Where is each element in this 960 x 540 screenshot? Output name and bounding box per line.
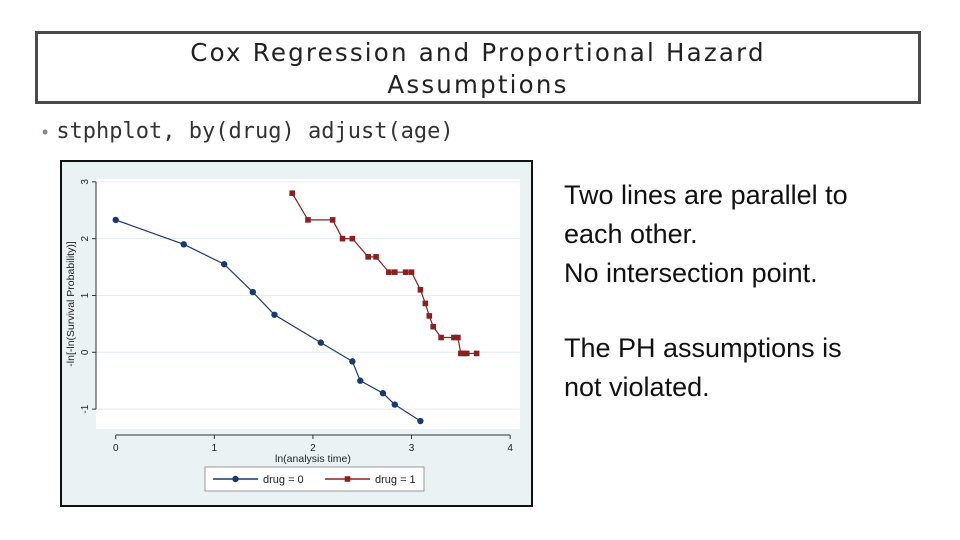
series-1-point xyxy=(373,254,379,260)
series-1-point xyxy=(438,334,444,341)
series-0-point xyxy=(379,390,387,397)
conclusion-line-2: not violated. xyxy=(564,372,710,402)
command-text: stphplot, by(drug) adjust(age) xyxy=(56,119,454,144)
series-0-point xyxy=(220,261,228,268)
legend-marker-1 xyxy=(344,476,351,482)
conclusion-line-1: The PH assumptions is xyxy=(564,333,842,363)
x-tick-label: 2 xyxy=(310,443,316,454)
x-tick-label: 0 xyxy=(113,443,119,454)
observation-line-1: Two lines are parallel to xyxy=(564,180,848,210)
series-0-point xyxy=(180,241,187,248)
series-0-point xyxy=(357,377,364,384)
legend-label-0: drug = 0 xyxy=(263,474,304,486)
series-0-point xyxy=(271,311,278,318)
plot-area xyxy=(96,179,520,429)
series-0-point xyxy=(317,339,325,346)
series-1-point xyxy=(402,269,409,275)
slide-title-line-1: Cox Regression and Proportional Hazard xyxy=(190,38,766,67)
x-tick-label: 4 xyxy=(507,443,513,454)
legend-marker-0 xyxy=(232,475,239,483)
series-1-point xyxy=(460,350,467,357)
y-tick-label: -1 xyxy=(80,404,91,413)
y-tick-label: 0 xyxy=(80,349,91,355)
series-1-point xyxy=(289,190,296,197)
observation-line-3: No intersection point. xyxy=(564,258,818,288)
series-0-point xyxy=(417,417,424,425)
chart-frame: -1 0 1 2 3 0 1 2 3 4 ln(analysis time) -ln[-ln(Surv… xyxy=(60,160,533,507)
y-tick-label: 2 xyxy=(80,235,91,241)
series-0-point xyxy=(391,401,398,408)
bullet-dot: • xyxy=(42,122,49,142)
series-1-point xyxy=(422,300,429,307)
observation-paragraph: Two lines are parallel to each other. No… xyxy=(564,176,934,293)
series-1-point xyxy=(386,269,392,275)
series-1-point xyxy=(451,334,457,341)
series-1-point xyxy=(365,254,371,260)
x-tick-label: 3 xyxy=(409,443,415,454)
series-0-point xyxy=(349,358,356,365)
series-1-point xyxy=(391,269,398,275)
series-1-point xyxy=(473,350,480,357)
series-1-point xyxy=(455,334,461,341)
slide-title-box: Cox Regression and Proportional Hazard A… xyxy=(35,31,921,104)
series-1-point xyxy=(305,217,311,223)
series-1-point xyxy=(426,313,433,319)
series-0-point xyxy=(249,288,256,296)
observation-line-2: each other. xyxy=(564,219,698,249)
series-1-point xyxy=(463,350,470,357)
series-1-point xyxy=(430,323,437,330)
series-1-point xyxy=(339,235,346,242)
series-1-point xyxy=(349,235,356,242)
conclusion-paragraph: The PH assumptions is not violated. xyxy=(564,329,934,407)
series-line-1 xyxy=(291,192,477,355)
x-tick-label: 1 xyxy=(212,443,218,454)
series-1-point xyxy=(329,217,336,223)
y-tick-label: 3 xyxy=(80,179,91,185)
legend-label-1: drug = 1 xyxy=(375,474,416,486)
x-axis-title: ln(analysis time) xyxy=(275,453,351,465)
y-tick-label: 1 xyxy=(80,292,91,298)
series-1-point xyxy=(408,269,415,275)
command-bullet: • stphplot, by(drug) adjust(age) xyxy=(42,119,454,144)
series-1-point xyxy=(458,350,464,357)
series-1-point xyxy=(417,286,424,293)
y-axis-title: -ln[-ln(Survival Probability)] xyxy=(65,241,77,367)
slide-title: Cox Regression and Proportional Hazard A… xyxy=(38,37,918,101)
survival-chart: -1 0 1 2 3 0 1 2 3 4 ln(analysis time) -ln[-ln(Surv… xyxy=(65,179,520,492)
slide-title-line-2: Assumptions xyxy=(387,70,569,99)
series-0-point xyxy=(112,216,119,224)
